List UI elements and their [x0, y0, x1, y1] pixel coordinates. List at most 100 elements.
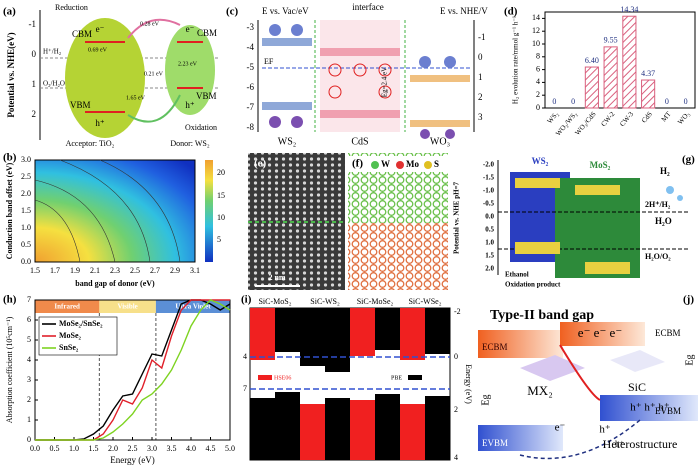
shape: [320, 110, 400, 118]
shape: [419, 56, 431, 68]
y-tick-label: 4: [536, 77, 540, 86]
label: Reduction: [55, 3, 88, 12]
shape: [575, 185, 620, 195]
shape: [559, 344, 601, 401]
shape: [408, 375, 422, 380]
region-label: Ultra Violet: [175, 303, 211, 311]
shape: [515, 178, 560, 188]
label: VBM: [196, 91, 217, 101]
label: 0.21 eV: [144, 71, 164, 77]
x-tick-label: WO₃: [676, 110, 692, 126]
x-tick-label: 3.5: [167, 444, 177, 453]
shape: [205, 160, 213, 262]
label: EVBM: [655, 406, 681, 416]
label: -3: [247, 22, 255, 32]
label: 0.28 eV: [140, 21, 160, 27]
shape: [127, 94, 181, 123]
label: 15: [217, 191, 225, 200]
label: interface: [352, 2, 383, 12]
shape: [600, 395, 698, 421]
label: -1: [29, 19, 37, 29]
y-tick-label: 10: [532, 39, 540, 48]
label: (j): [683, 294, 694, 306]
shape: [520, 355, 585, 381]
x-tick-label: 5.0: [225, 444, 235, 453]
label: 2.1: [90, 266, 100, 275]
bar: [603, 46, 618, 109]
y-tick-label: 2: [27, 395, 31, 404]
shape: [250, 398, 275, 460]
label: MX₂: [527, 383, 552, 398]
label: 2.0: [21, 189, 31, 198]
panel-f: [348, 153, 448, 290]
x-tick-label: CW-2: [600, 110, 617, 128]
shape: [519, 419, 641, 460]
shape: [350, 400, 375, 460]
shape: [585, 262, 630, 274]
label: 5: [217, 235, 221, 244]
label: -2: [454, 307, 461, 316]
label: Mo: [406, 159, 419, 169]
label: -8: [247, 122, 255, 132]
label: 3.1: [190, 266, 200, 275]
panel-a: [39, 10, 220, 140]
x-tick-label: CdS: [640, 110, 654, 124]
label: MoS₂: [590, 160, 611, 170]
legend-label: MoSe₂/SnSe₂: [59, 319, 103, 328]
label: (f): [352, 158, 363, 170]
x-tick-label: 0.5: [50, 444, 60, 453]
label: S: [434, 159, 439, 169]
label: 0: [32, 49, 37, 59]
shape: [350, 308, 375, 356]
label: 1: [32, 79, 37, 89]
x-tick-label: 4.0: [186, 444, 196, 453]
label: -4: [247, 42, 255, 52]
label: 1.5: [30, 266, 40, 275]
shape: [378, 85, 392, 99]
shape: [320, 48, 400, 56]
label: E vs. Vac/eV: [262, 6, 309, 16]
shape: [400, 308, 425, 360]
label: 0.69 eV: [88, 47, 108, 53]
shape: [275, 392, 300, 460]
shape: [610, 350, 665, 372]
label: h⁺: [615, 439, 625, 449]
label: (c): [226, 6, 239, 18]
label: h⁺: [185, 100, 195, 110]
label: -0.5: [483, 200, 495, 208]
x-tick-label: MT: [660, 110, 673, 124]
label: 4: [243, 352, 247, 361]
x-tick-label: 0.0: [30, 444, 40, 453]
x-tick-label: 3.0: [147, 444, 157, 453]
label: Eg: [684, 354, 695, 365]
label: h⁺: [599, 424, 611, 436]
label: H₂O: [655, 216, 672, 226]
label: Ethanol: [505, 271, 529, 279]
label: 1.9: [70, 266, 80, 275]
label: Heterostructure: [603, 437, 678, 451]
label: SiC-MoSe₂: [357, 297, 394, 306]
label: -5: [247, 62, 255, 72]
y-tick-label: 14: [532, 13, 540, 22]
label: HSE06: [274, 375, 291, 381]
label: 7: [243, 384, 247, 393]
x-tick-label: WS₂: [546, 110, 561, 125]
shape: [425, 308, 450, 354]
label: -6: [247, 82, 255, 92]
label: 1.65 eV: [126, 95, 146, 101]
label: (i): [241, 294, 252, 306]
label: 0.0: [485, 213, 494, 221]
panel-label: (d): [504, 6, 518, 18]
shape: [444, 56, 456, 68]
label: (e): [254, 158, 267, 170]
panel-b: [34, 159, 213, 263]
y-tick-label: 2: [536, 90, 540, 99]
shape: [275, 308, 300, 352]
label: Oxidation product: [505, 281, 561, 289]
label: Donor: WS₂: [170, 139, 210, 148]
label: 2.23 eV: [178, 61, 198, 67]
region-label: Infrared: [54, 303, 80, 311]
label: 2.7: [150, 266, 160, 275]
shape: [666, 186, 674, 194]
label: 2.5: [130, 266, 140, 275]
